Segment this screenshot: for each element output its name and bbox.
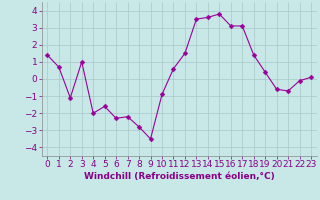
X-axis label: Windchill (Refroidissement éolien,°C): Windchill (Refroidissement éolien,°C) (84, 172, 275, 181)
